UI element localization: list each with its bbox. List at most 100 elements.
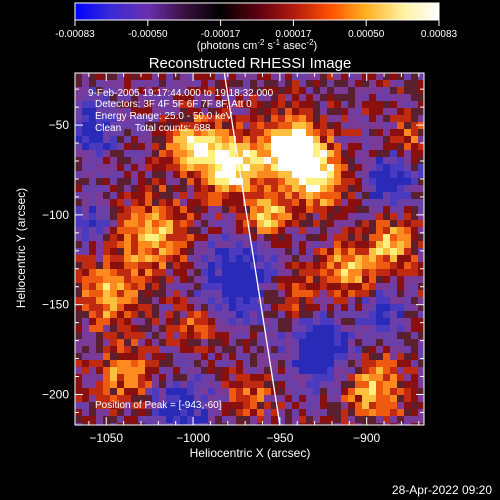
heatmap-cell xyxy=(306,199,313,206)
heatmap-cell xyxy=(75,129,82,136)
heatmap-cell xyxy=(138,374,145,381)
heatmap-cell xyxy=(327,304,334,311)
heatmap-cell xyxy=(145,185,152,192)
heatmap-cell xyxy=(208,360,215,367)
heatmap-cell xyxy=(271,409,278,416)
heatmap-cell xyxy=(89,192,96,199)
heatmap-cell xyxy=(215,297,222,304)
heatmap-cell xyxy=(334,318,341,325)
heatmap-cell xyxy=(159,108,166,115)
heatmap-cell xyxy=(103,311,110,318)
heatmap-cell xyxy=(131,297,138,304)
heatmap-cell xyxy=(145,108,152,115)
heatmap-cell xyxy=(341,115,348,122)
heatmap-cell xyxy=(327,108,334,115)
heatmap-cell xyxy=(124,101,131,108)
heatmap-cell xyxy=(138,353,145,360)
heatmap-cell xyxy=(257,318,264,325)
heatmap-cell xyxy=(334,143,341,150)
heatmap-cell xyxy=(411,332,418,339)
heatmap-cell xyxy=(355,122,362,129)
heatmap-cell xyxy=(334,360,341,367)
heatmap-cell xyxy=(229,353,236,360)
x-tick-label: −950 xyxy=(266,431,293,445)
heatmap-cell xyxy=(194,227,201,234)
heatmap-cell xyxy=(194,185,201,192)
heatmap-cell xyxy=(82,87,89,94)
heatmap-cell xyxy=(264,136,271,143)
heatmap-cell xyxy=(110,73,117,80)
heatmap-cell xyxy=(250,164,257,171)
heatmap-cell xyxy=(96,283,103,290)
heatmap-cell xyxy=(299,367,306,374)
heatmap-cell xyxy=(208,325,215,332)
heatmap-cell xyxy=(89,297,96,304)
heatmap-cell xyxy=(229,311,236,318)
heatmap-cell xyxy=(271,108,278,115)
heatmap-cell xyxy=(334,269,341,276)
heatmap-cell xyxy=(397,339,404,346)
heatmap-cell xyxy=(75,178,82,185)
heatmap-cell xyxy=(173,122,180,129)
heatmap-cell xyxy=(313,234,320,241)
heatmap-cell xyxy=(173,73,180,80)
heatmap-cell xyxy=(264,129,271,136)
heatmap-cell xyxy=(117,367,124,374)
heatmap-cell xyxy=(411,73,418,80)
heatmap-cell xyxy=(201,164,208,171)
heatmap-cell xyxy=(257,283,264,290)
heatmap-cell xyxy=(250,416,257,423)
heatmap-cell xyxy=(383,220,390,227)
heatmap-cell xyxy=(278,94,285,101)
heatmap-cell xyxy=(306,423,313,425)
heatmap-cell xyxy=(159,332,166,339)
heatmap-cell xyxy=(152,262,159,269)
heatmap-cell xyxy=(166,199,173,206)
heatmap-cell xyxy=(138,94,145,101)
heatmap-cell xyxy=(222,262,229,269)
heatmap-cell xyxy=(341,178,348,185)
heatmap-cell xyxy=(327,80,334,87)
heatmap-cell xyxy=(313,164,320,171)
heatmap-cell xyxy=(117,283,124,290)
heatmap-cell xyxy=(229,374,236,381)
heatmap-cell xyxy=(271,325,278,332)
heatmap-cell xyxy=(411,423,418,425)
heatmap-cell xyxy=(341,353,348,360)
heatmap-cell xyxy=(257,157,264,164)
heatmap-cell xyxy=(404,423,411,425)
heatmap-cell xyxy=(250,206,257,213)
heatmap-cell xyxy=(278,262,285,269)
heatmap-cell xyxy=(222,248,229,255)
heatmap-cell xyxy=(117,115,124,122)
heatmap-cell xyxy=(201,185,208,192)
heatmap-cell xyxy=(327,332,334,339)
heatmap-cell xyxy=(89,367,96,374)
heatmap-cell xyxy=(229,395,236,402)
heatmap-cell xyxy=(397,325,404,332)
heatmap-cell xyxy=(334,346,341,353)
heatmap-cell xyxy=(355,73,362,80)
x-tick-label: −1000 xyxy=(176,431,210,445)
heatmap-cell xyxy=(187,353,194,360)
heatmap-cell xyxy=(334,220,341,227)
heatmap-cell xyxy=(285,297,292,304)
heatmap-cell xyxy=(89,213,96,220)
heatmap-cell xyxy=(327,185,334,192)
heatmap-cell xyxy=(250,381,257,388)
heatmap-cell xyxy=(187,227,194,234)
heatmap-cell xyxy=(292,248,299,255)
heatmap-cell xyxy=(215,234,222,241)
heatmap-cell xyxy=(404,241,411,248)
heatmap-cell xyxy=(320,115,327,122)
heatmap-cell xyxy=(229,283,236,290)
heatmap-cell xyxy=(208,374,215,381)
heatmap-cell xyxy=(180,206,187,213)
heatmap-cell xyxy=(159,129,166,136)
heatmap-cell xyxy=(166,290,173,297)
heatmap-cell xyxy=(369,367,376,374)
heatmap-cell xyxy=(334,234,341,241)
heatmap-cell xyxy=(355,213,362,220)
heatmap-cell xyxy=(362,192,369,199)
heatmap-cell xyxy=(138,297,145,304)
